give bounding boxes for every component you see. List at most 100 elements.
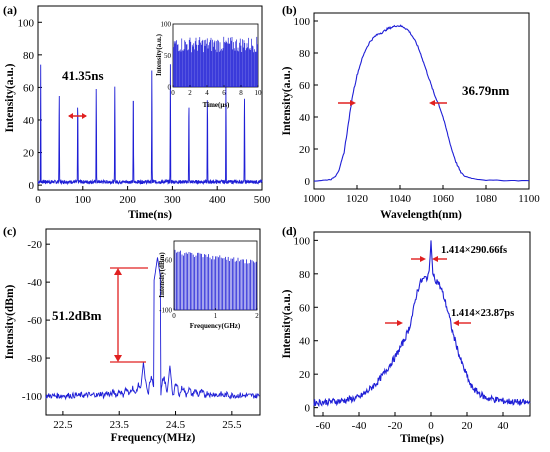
inset-c-xtick-label: 0 <box>172 312 176 320</box>
panel-label-c: (c) <box>3 224 16 238</box>
x-ticks-c: 22.5 23.5 24.5 25.5 <box>53 411 242 431</box>
c-xtick-label: 24.5 <box>166 419 186 431</box>
plot-frame-a <box>37 5 263 191</box>
inset-a-ytick-label: 100 <box>161 21 172 29</box>
d-xtick-label: -20 <box>388 420 403 432</box>
b-ytick-label: 60 <box>299 80 311 92</box>
y-axis-label-b: Intensity(a.u.) <box>281 66 293 135</box>
fwhm-annotation: 36.79nm <box>462 83 509 98</box>
x-axis-label-c: Frequency(MHz) <box>111 432 196 444</box>
spike-width-annotation: 1.414×290.66fs <box>441 245 507 256</box>
inset-trace-c <box>174 249 257 310</box>
b-xtick-label: 1060 <box>432 193 455 205</box>
c-xtick-label: 22.5 <box>53 419 73 431</box>
x-ticks-a: 0 100 200 300 400 500 <box>35 186 271 206</box>
b-xtick-label: 1020 <box>346 193 369 205</box>
inset-c-xtick-label: 1 <box>214 312 218 320</box>
inset-a-ytick-label: 50 <box>164 52 172 60</box>
inset-x-label-c: Frequency(GHz) <box>190 322 241 330</box>
d-xtick-label: 20 <box>462 420 474 432</box>
d-ytick-label: 0 <box>305 403 311 415</box>
y-ticks-a: 0 20 40 60 80 100 <box>18 17 42 192</box>
y-ticks-d: 0 20 40 60 80 100 <box>294 235 318 415</box>
d-ytick-label: 20 <box>299 369 311 381</box>
a-ytick-label: 100 <box>18 17 35 29</box>
c-ytick-label: -40 <box>27 277 42 289</box>
inset-a-xtick-label: 6 <box>222 89 226 97</box>
d-ytick-label: 40 <box>299 336 311 348</box>
b-ytick-label: 80 <box>299 48 311 60</box>
b-ytick-label: 100 <box>294 16 311 28</box>
inset-c-xtick-label: 2 <box>255 312 259 320</box>
b-ytick-label: 20 <box>299 144 311 156</box>
c-xtick-label: 25.5 <box>222 419 242 431</box>
a-ytick-label: 20 <box>23 148 35 160</box>
panel-label-a: (a) <box>3 3 17 17</box>
x-axis-label-d: Time(ps) <box>400 433 444 445</box>
d-xtick-label: 40 <box>498 420 510 432</box>
b-xtick-label: 1080 <box>475 193 498 205</box>
inset-y-label-c: Intensity(dBm) <box>158 252 166 298</box>
d-ytick-label: 60 <box>299 302 311 314</box>
fwhm-arrow-left <box>338 100 356 106</box>
x-axis-label-a: Time(ns) <box>128 209 172 221</box>
b-xtick-label: 1100 <box>518 193 540 205</box>
inset-a-xtick-label: 2 <box>188 89 192 97</box>
panel-label-d: (d) <box>282 224 297 238</box>
plot-frame-b <box>313 12 530 190</box>
c-ytick-label: -20 <box>27 239 42 251</box>
snr-annotation: 51.2dBm <box>52 308 102 323</box>
period-arrow <box>68 113 87 119</box>
b-xtick-label: 1040 <box>389 193 412 205</box>
inset-x-label-a: Time(μs) <box>203 101 230 109</box>
a-xtick-label: 200 <box>119 194 136 206</box>
series-line-d <box>313 240 531 408</box>
inset-c-ytick-label: -60 <box>163 256 173 264</box>
inset-a-xtick-label: 8 <box>239 89 243 97</box>
panel-d: (d) 0 20 40 60 80 100 -60 -40 -20 0 20 40 1.414×29… <box>281 224 531 445</box>
c-ytick-label: -100 <box>22 391 43 403</box>
series-line-b <box>314 24 530 182</box>
a-ytick-label: 40 <box>23 115 35 127</box>
snr-arrow <box>110 267 148 363</box>
b-ytick-label: 40 <box>299 112 311 124</box>
d-ytick-label: 100 <box>294 235 311 247</box>
a-ytick-label: 80 <box>23 50 35 62</box>
d-xtick-label: 0 <box>428 420 434 432</box>
a-xtick-label: 400 <box>209 194 226 206</box>
panel-label-b: (b) <box>282 3 297 17</box>
period-annotation: 41.35ns <box>62 68 104 83</box>
y-axis-label-c: Intensity(dBm) <box>4 284 16 359</box>
b-ytick-label: 0 <box>305 176 311 188</box>
d-xtick-label: -40 <box>352 420 367 432</box>
inset-a-xtick-label: 10 <box>255 89 263 97</box>
x-ticks-b: 1000 1020 1040 1060 1080 1100 <box>303 185 540 205</box>
y-axis-label-d: Intensity(a.u.) <box>281 289 293 358</box>
inset-a-ytick-label: 0 <box>168 84 172 92</box>
inset-a-xtick-label: 4 <box>205 89 209 97</box>
inset-trace-a <box>173 36 258 87</box>
a-xtick-label: 0 <box>35 194 41 206</box>
panel-c: (c) -20 -40 -60 -80 -100 22.5 23.5 24.5 25.5 51… <box>3 224 261 444</box>
series-line-c <box>45 257 260 401</box>
x-ticks-d: -60 -40 -20 0 20 40 <box>316 412 509 432</box>
plot-frame-d <box>313 231 531 417</box>
d-xtick-label: -60 <box>316 420 331 432</box>
pedestal-width-annotation: 1.414×23.87ps <box>451 308 514 319</box>
a-xtick-label: 100 <box>75 194 92 206</box>
a-ytick-label: 0 <box>29 180 35 192</box>
spike-arrows <box>411 256 447 262</box>
c-ytick-label: -60 <box>27 315 42 327</box>
y-axis-label-a: Intensity(a.u.) <box>4 63 16 132</box>
pedestal-arrows <box>385 320 471 326</box>
plot-frame-c <box>45 228 261 416</box>
inset-ticks-c: 0 1 2 -60 -100 <box>159 256 259 320</box>
c-ytick-label: -80 <box>27 353 42 365</box>
a-ytick-label: 60 <box>23 82 35 94</box>
panel-b: (b) 0 20 40 60 80 100 1000 1020 1040 1060 1080 110… <box>281 3 540 221</box>
inset-a-xtick-label: 0 <box>171 89 175 97</box>
